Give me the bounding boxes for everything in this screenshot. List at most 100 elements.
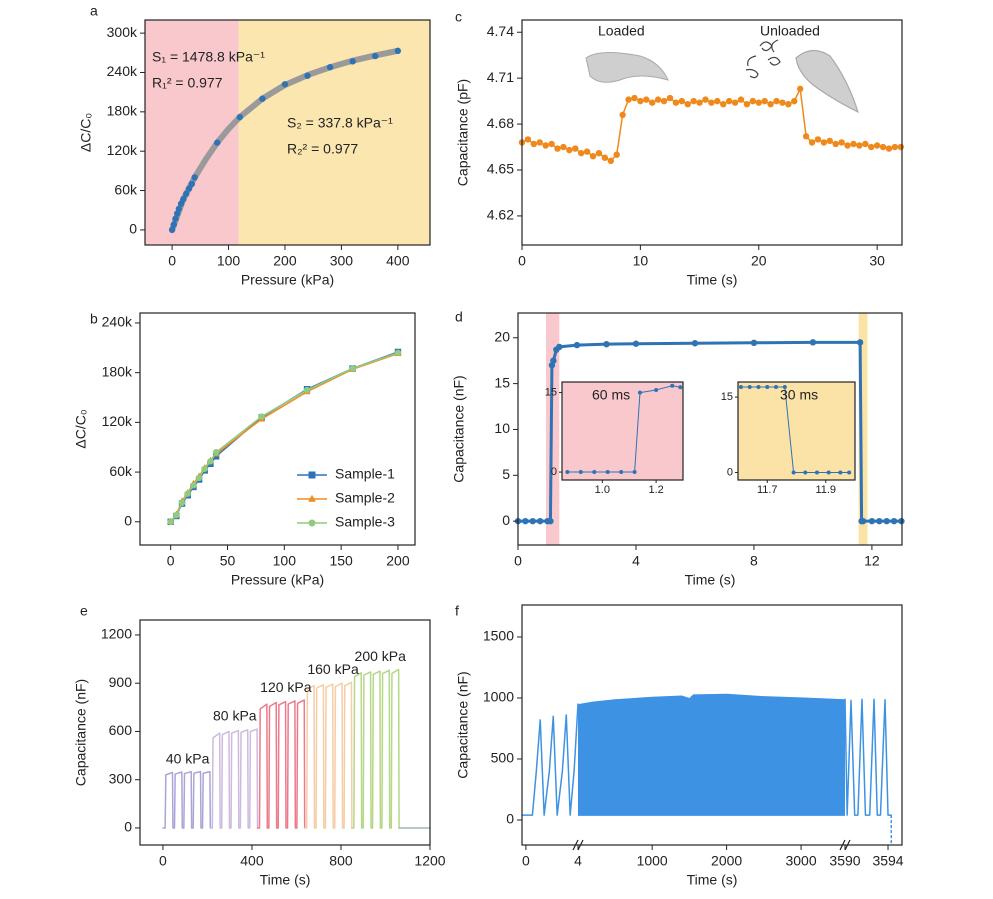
y-axis-label: ΔC/C₀ (78, 113, 94, 152)
marker (573, 341, 581, 349)
y-tick-label: 240k (102, 314, 133, 330)
marker (349, 365, 356, 372)
marker (184, 490, 191, 497)
marker (660, 97, 668, 105)
y-tick-label: 0 (129, 221, 137, 237)
x-axis-label: Pressure (kPa) (231, 572, 324, 588)
marker (838, 139, 845, 146)
marker (738, 385, 743, 390)
axes-frame (521, 604, 903, 846)
x-tick-label: 400 (386, 253, 410, 269)
marker (595, 149, 603, 157)
x-tick-label: 1000 (637, 853, 668, 869)
line (303, 681, 353, 829)
y-tick-label: 0 (551, 466, 557, 478)
y-axis-label: Capacitance (nF) (455, 671, 471, 778)
marker (678, 97, 686, 105)
marker (632, 340, 640, 347)
marker (747, 385, 752, 390)
series-label: 40 kPa (166, 750, 210, 766)
marker (678, 385, 683, 390)
marker (349, 58, 356, 65)
axes-frame (139, 312, 416, 546)
inset-label: 30 ms (780, 387, 818, 403)
line (844, 698, 892, 816)
marker (175, 205, 183, 213)
y-tick-label: 120k (102, 413, 133, 429)
marker (308, 494, 316, 502)
marker (725, 97, 733, 105)
marker (765, 385, 770, 390)
marker (304, 72, 311, 79)
marker (281, 81, 289, 88)
marker (649, 99, 656, 106)
y-axis-label: Capacitance (nF) (73, 679, 89, 786)
marker (890, 517, 898, 525)
marker (191, 174, 198, 181)
marker (536, 517, 544, 525)
marker (666, 94, 674, 102)
marker (308, 471, 316, 479)
shaded-region (858, 313, 868, 545)
marker (394, 47, 402, 55)
x-tick-label: 20 (751, 253, 767, 269)
y-tick-label: 300k (107, 24, 138, 40)
line (169, 47, 401, 233)
marker (838, 470, 843, 475)
x-tick-label: 4 (574, 853, 582, 869)
marker (619, 470, 624, 475)
marker (303, 386, 311, 394)
y-tick-label: 0 (502, 512, 510, 528)
marker (785, 100, 792, 108)
marker (879, 143, 887, 151)
marker (201, 465, 208, 472)
y-tick-label: 10 (494, 420, 510, 436)
panel-label: c (455, 9, 462, 25)
y-tick-label: 900 (109, 674, 133, 690)
marker (631, 94, 638, 102)
marker (814, 136, 822, 143)
line (209, 728, 259, 829)
marker (756, 385, 761, 390)
x-tick-label: 300 (330, 253, 354, 269)
marker (859, 517, 867, 525)
y-axis-label: Capacitance (nF) (451, 375, 467, 482)
y-tick-label: 4.74 (487, 23, 514, 39)
panel-label: f (455, 603, 459, 619)
marker (720, 100, 727, 108)
marker (589, 153, 597, 160)
x-tick-label: 100 (273, 553, 297, 569)
x-tick-label: 11.9 (815, 484, 836, 496)
unloaded-icon (745, 39, 859, 114)
marker (814, 470, 819, 475)
marker (774, 385, 779, 390)
marker (185, 185, 193, 192)
x-tick-label: 0 (168, 253, 176, 269)
marker (779, 99, 786, 106)
marker (862, 140, 869, 148)
axes-frame (737, 381, 856, 481)
marker (566, 146, 573, 154)
axes-frame (144, 19, 431, 246)
axes-frame (517, 312, 903, 546)
y-tick-label: 15 (494, 374, 510, 390)
x-tick-label: 8 (750, 553, 758, 569)
panel-label: a (90, 3, 98, 19)
marker (259, 95, 266, 102)
panel-label: d (455, 309, 463, 325)
panel-label: b (90, 311, 98, 327)
marker (750, 339, 758, 347)
y-axis-label: Capacitance (pF) (455, 79, 471, 186)
marker (803, 470, 808, 475)
legend-label: Sample-3 (335, 514, 395, 530)
marker (190, 482, 197, 489)
marker (536, 139, 543, 146)
marker (625, 96, 632, 103)
y-tick-label: 4.68 (487, 115, 514, 131)
marker (605, 470, 610, 475)
marker (524, 136, 532, 143)
marker (826, 470, 831, 475)
marker (654, 96, 662, 103)
marker (856, 339, 864, 346)
inset-background (562, 382, 683, 480)
